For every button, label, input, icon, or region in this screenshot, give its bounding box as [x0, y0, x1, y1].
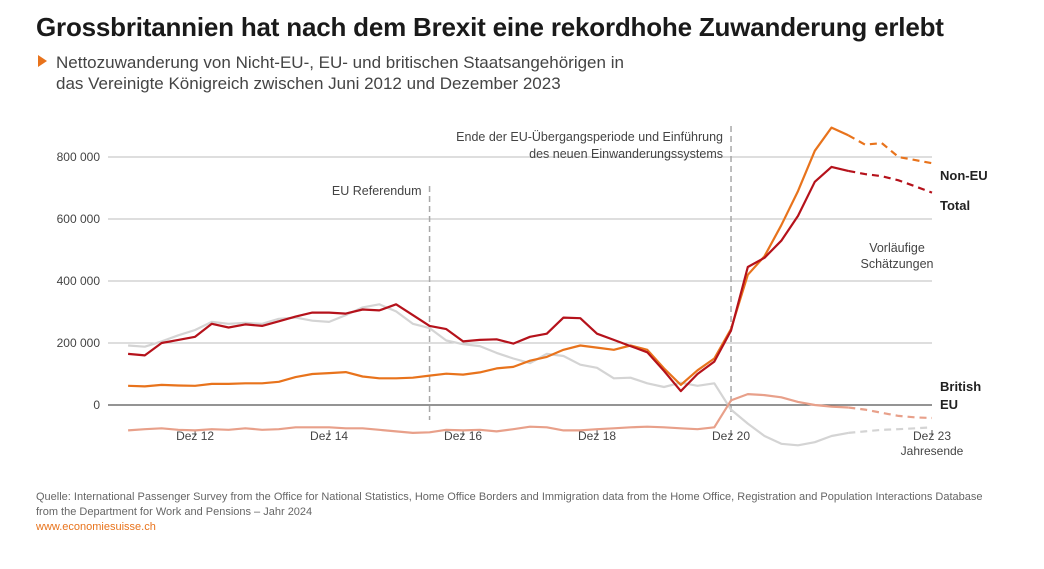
series-line-british [128, 393, 849, 434]
source-note: Quelle: International Passenger Survey f… [36, 490, 1006, 535]
series-line-non-eu [128, 126, 849, 388]
series-label-eu: EU [940, 397, 958, 412]
source-text: Quelle: International Passenger Survey f… [36, 491, 983, 518]
x-tick-label: Dez 20 [712, 429, 750, 443]
x-tick-label: Dez 18 [578, 429, 616, 443]
y-tick-label: 800 000 [57, 150, 101, 164]
chart-subtitle: Nettozuwanderung von Nicht-EU-, EU- und … [38, 52, 624, 94]
series-label-british: British [940, 379, 981, 394]
x-tick-label: Dez 23 [913, 429, 951, 443]
x-axis-note: Jahresende [901, 444, 964, 458]
y-tick-label: 0 [93, 398, 100, 412]
y-tick-label: 200 000 [57, 336, 101, 350]
x-tick-label: Dez 14 [310, 429, 348, 443]
series-line-non-eu-provisional [847, 134, 933, 165]
subtitle-line-1: Nettozuwanderung von Nicht-EU-, EU- und … [56, 53, 624, 72]
chart-title: Grossbritannien hat nach dem Brexit eine… [36, 12, 944, 42]
subtitle-line-2: das Vereinigte Königreich zwischen Juni … [56, 74, 561, 93]
annotation-text: EU Referendum [332, 184, 422, 198]
series-line-total-provisional [848, 169, 933, 194]
x-tick-label: Dez 12 [176, 429, 214, 443]
source-link[interactable]: www.economiesuisse.ch [36, 521, 156, 533]
series-line-british-provisional [848, 406, 933, 420]
series-label-total: Total [940, 198, 970, 213]
series-line-eu-provisional [848, 426, 933, 434]
line-chart: 0 200 000 400 000 600 000 800 000 Dez 12 Dez 1… [57, 126, 988, 458]
series-line-total [128, 165, 849, 393]
annotation-text: des neuen Einwanderungssystems [529, 147, 723, 161]
x-tick-label: Dez 16 [444, 429, 482, 443]
provisional-label: Vorläufige [869, 241, 925, 255]
triangle-bullet-icon [38, 55, 47, 67]
series-label-non-eu: Non-EU [940, 168, 988, 183]
provisional-label: Schätzungen [861, 257, 934, 271]
y-tick-label: 400 000 [57, 274, 101, 288]
y-tick-label: 600 000 [57, 212, 101, 226]
annotation-text: Ende der EU-Übergangsperiode und Einführ… [456, 130, 723, 144]
